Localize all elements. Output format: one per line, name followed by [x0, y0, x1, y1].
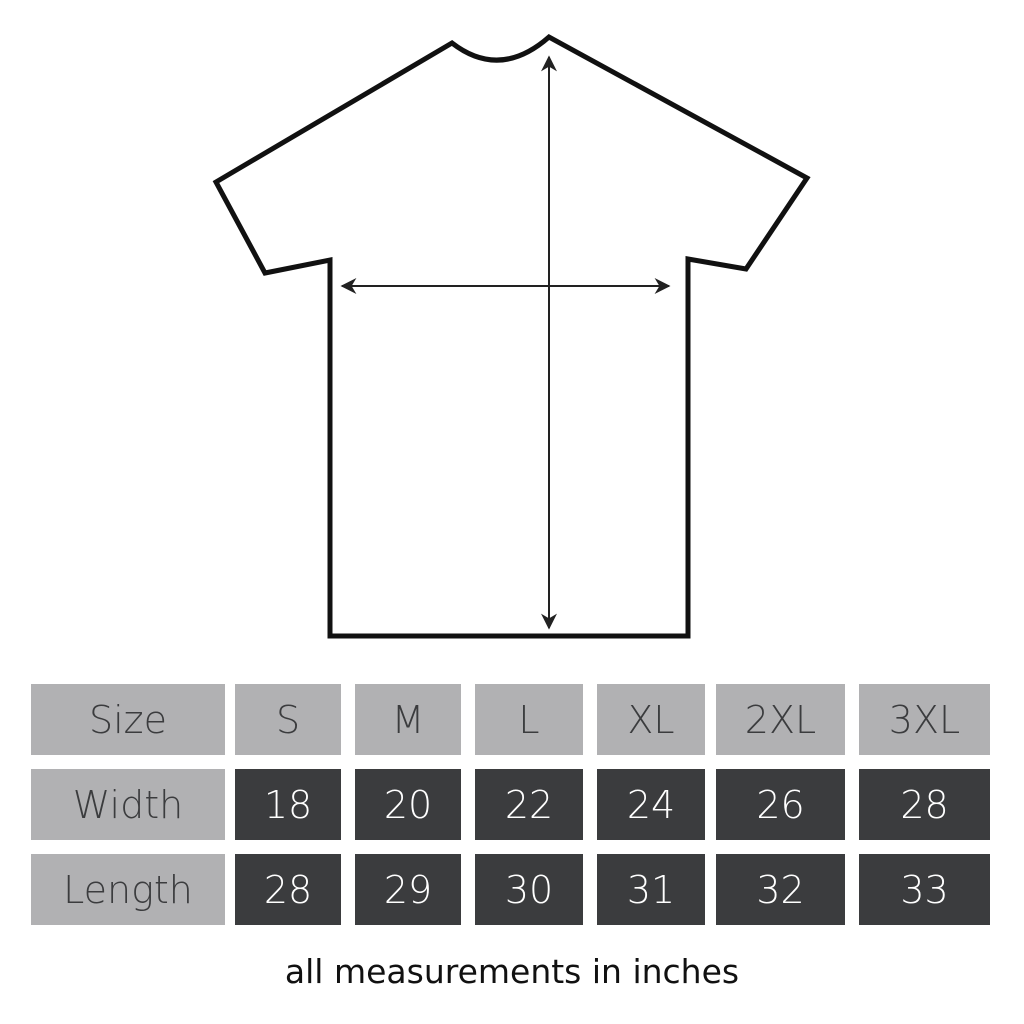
width-cell: 22 — [475, 769, 583, 840]
tshirt-outline — [212, 33, 811, 639]
tshirt-diagram — [212, 33, 811, 639]
size-cell: L — [475, 684, 583, 755]
length-cell: 30 — [475, 854, 583, 925]
row-label-width: Width — [31, 769, 225, 840]
length-cell: 32 — [716, 854, 845, 925]
size-cell: M — [355, 684, 461, 755]
length-cell: 33 — [859, 854, 990, 925]
size-cell: XL — [597, 684, 705, 755]
length-cell: 28 — [235, 854, 341, 925]
width-cell: 18 — [235, 769, 341, 840]
width-cell: 20 — [355, 769, 461, 840]
width-cell: 28 — [859, 769, 990, 840]
size-cell: 3XL — [859, 684, 990, 755]
width-cell: 24 — [597, 769, 705, 840]
length-cell: 31 — [597, 854, 705, 925]
width-cell: 26 — [716, 769, 845, 840]
row-label-size: Size — [31, 684, 225, 755]
row-label-length: Length — [31, 854, 225, 925]
size-cell: S — [235, 684, 341, 755]
measurement-note: all measurements in inches — [284, 952, 740, 991]
length-cell: 29 — [355, 854, 461, 925]
size-cell: 2XL — [716, 684, 845, 755]
